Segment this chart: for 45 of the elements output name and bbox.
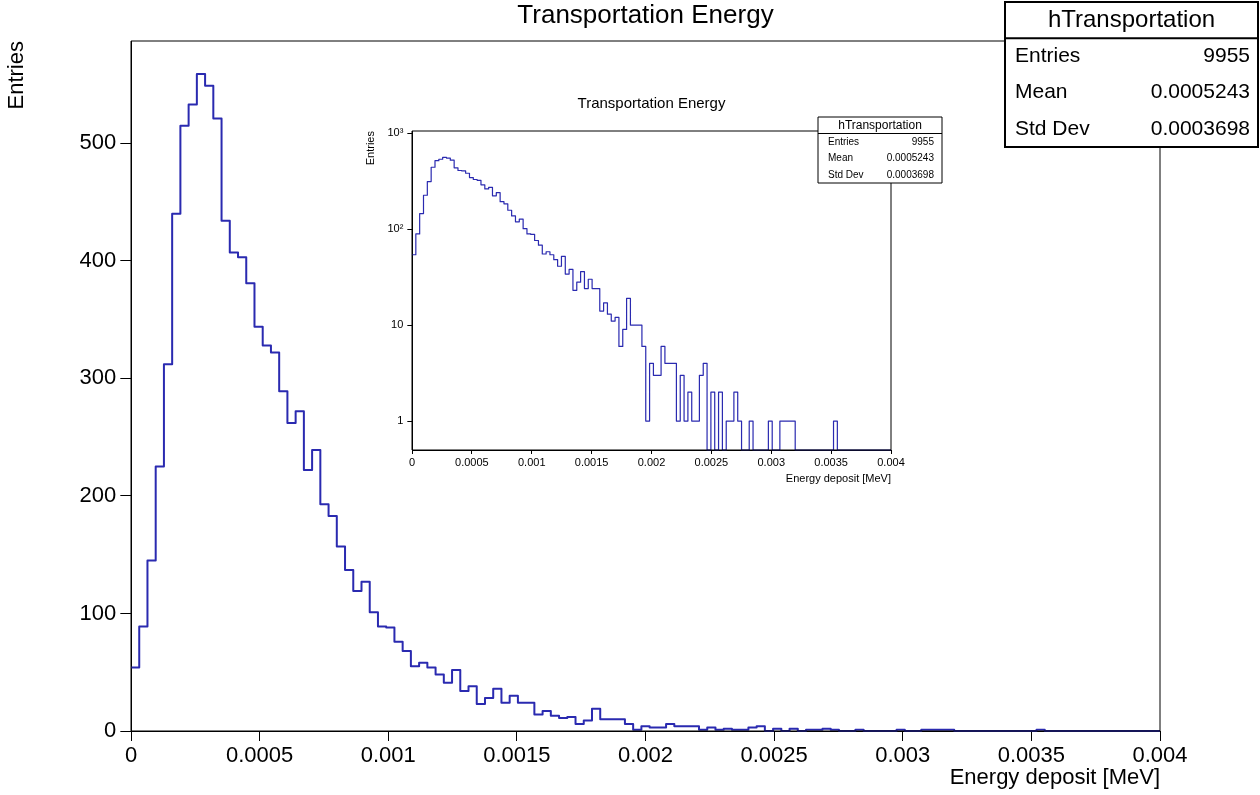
annotation: hTransportation xyxy=(838,117,922,132)
text: hTransportation xyxy=(1047,4,1216,32)
annotation: Std Dev xyxy=(1015,115,1091,139)
y-tick-label: 10 xyxy=(391,318,404,331)
y-axis-title: Entries xyxy=(363,130,376,166)
y-tick-label: 400 xyxy=(79,246,117,272)
y-tick-label: 300 xyxy=(79,364,117,390)
x-tick-label: 0.001 xyxy=(360,742,416,768)
y-tick-label: 100 xyxy=(79,599,117,625)
x-tick-label: 0.0035 xyxy=(814,455,848,468)
x-tick-label: 0.004 xyxy=(877,455,905,468)
annotation: 9955 xyxy=(911,135,935,147)
y-tick-label: 1 xyxy=(397,414,404,427)
chart-title: Transportation Energy xyxy=(577,94,726,112)
x-tick-label: 0.0025 xyxy=(694,455,729,468)
annotation: Mean xyxy=(828,152,854,163)
x-tick-label: 0.0005 xyxy=(225,742,294,768)
annotation: Mean xyxy=(1015,79,1068,103)
x-tick-label: 0.0025 xyxy=(740,742,808,768)
annotation: Entries xyxy=(1015,43,1081,67)
annotation: 0.0005243 xyxy=(1150,79,1250,103)
text: 9955 xyxy=(1203,43,1250,67)
annotation: 0.0003698 xyxy=(886,168,935,180)
x-tick-label: 0.003 xyxy=(875,742,931,768)
y-tick-label: 200 xyxy=(79,481,117,507)
x-tick-label: 0 xyxy=(124,742,138,768)
x-axis-title: Energy deposit [MeV] xyxy=(785,472,891,485)
x-tick-label: 0.002 xyxy=(617,742,674,768)
annotation: 0.0005243 xyxy=(886,152,935,163)
y-tick-label: 10² xyxy=(387,222,404,235)
annotation: 0.0003698 xyxy=(1150,115,1250,139)
x-tick-label: 0.001 xyxy=(517,455,546,468)
y-axis-title: Entries xyxy=(3,41,29,110)
y-tick-label: 500 xyxy=(79,129,117,155)
x-tick-label: 0.0015 xyxy=(574,455,609,468)
x-tick-label: 0.0015 xyxy=(483,742,551,768)
x-tick-label: 0.0005 xyxy=(455,455,489,468)
x-tick-label: 0.002 xyxy=(637,455,666,468)
annotation: Entries xyxy=(828,135,860,147)
x-tick-label: 0 xyxy=(408,455,416,468)
x-tick-label: 0.003 xyxy=(757,455,786,468)
annotation: Std Dev xyxy=(828,168,864,180)
y-tick-label: 0 xyxy=(104,717,117,743)
chart-title: Transportation Energy xyxy=(517,0,774,30)
y-tick-label: 10³ xyxy=(387,126,404,139)
